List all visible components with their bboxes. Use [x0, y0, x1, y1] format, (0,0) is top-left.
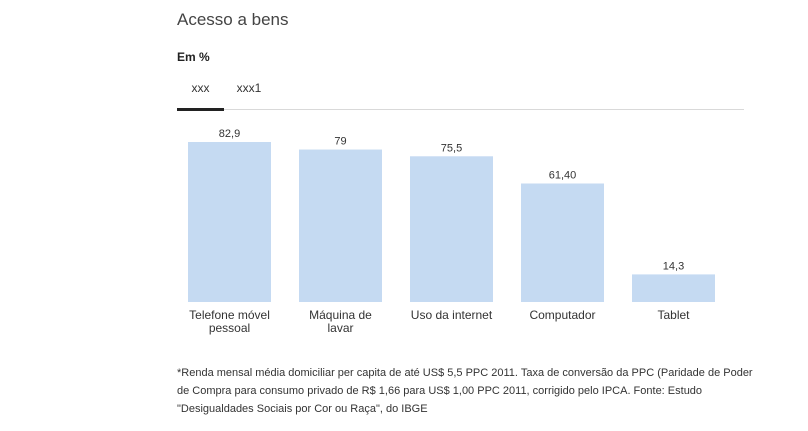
category-label-1: Máquina de lavar	[309, 308, 372, 335]
bar-3	[521, 183, 604, 302]
category-label-3: Computador	[529, 308, 595, 322]
value-label-3: 61,40	[549, 169, 577, 181]
footnote: *Renda mensal média domiciliar per capit…	[177, 367, 753, 415]
tab-bar: xxx xxx1	[177, 74, 744, 111]
chart-title: Acesso a bens	[177, 10, 289, 29]
bar-1	[299, 149, 382, 302]
value-label-1: 79	[334, 136, 346, 148]
tab-xxx[interactable]: xxx	[177, 74, 224, 111]
bar-2	[410, 156, 493, 302]
value-label-0: 82,9	[219, 128, 240, 140]
bar-4	[632, 274, 715, 302]
unit-label: Em %	[177, 50, 210, 64]
value-label-2: 75,5	[441, 142, 462, 154]
tab-xxx1[interactable]: xxx1	[236, 81, 262, 95]
bar-0	[188, 142, 271, 302]
category-label-4: Tablet	[657, 308, 690, 322]
category-label-2: Uso da internet	[411, 308, 493, 322]
value-label-4: 14,3	[663, 260, 684, 272]
category-label-0: Telefone móvel pessoal	[189, 308, 270, 335]
